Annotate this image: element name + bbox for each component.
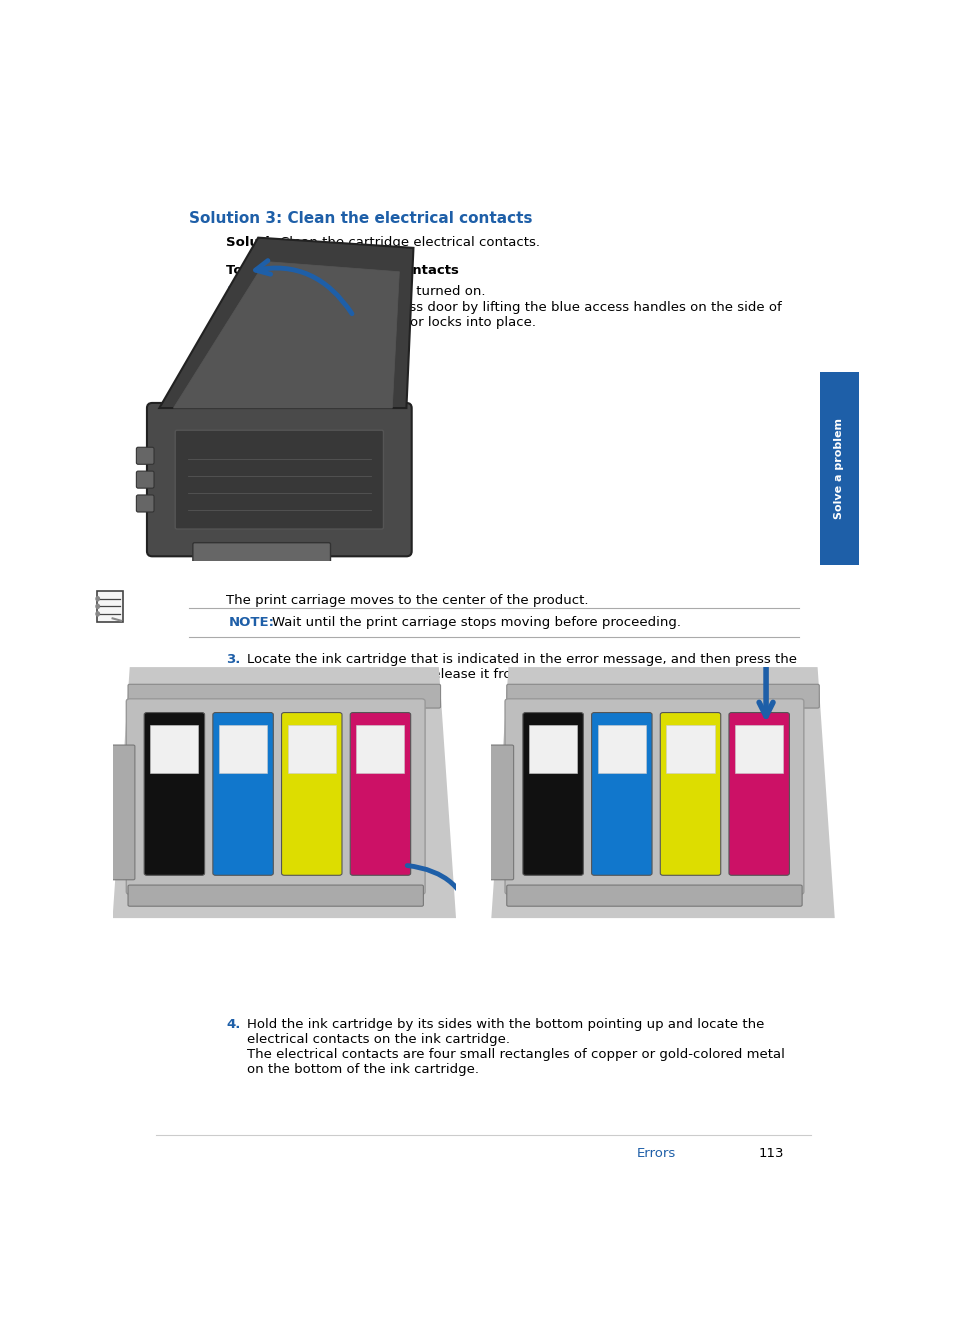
FancyBboxPatch shape xyxy=(193,543,330,569)
FancyBboxPatch shape xyxy=(97,590,122,622)
Text: 2.: 2. xyxy=(226,301,240,314)
Text: Errors: Errors xyxy=(637,1147,676,1160)
FancyBboxPatch shape xyxy=(504,699,803,894)
Text: NOTE:: NOTE: xyxy=(229,616,274,629)
Text: 1.: 1. xyxy=(226,284,240,297)
FancyBboxPatch shape xyxy=(659,712,720,876)
FancyBboxPatch shape xyxy=(219,725,267,773)
Circle shape xyxy=(96,597,99,601)
Text: 4.: 4. xyxy=(226,1018,240,1030)
Text: Wait until the print carriage stops moving before proceeding.: Wait until the print carriage stops movi… xyxy=(272,616,679,629)
FancyBboxPatch shape xyxy=(350,712,410,876)
FancyBboxPatch shape xyxy=(128,684,440,708)
Text: 113: 113 xyxy=(758,1147,783,1160)
Text: Clean the cartridge electrical contacts.: Clean the cartridge electrical contacts. xyxy=(280,236,539,248)
FancyBboxPatch shape xyxy=(506,885,801,906)
Text: Solve a problem: Solve a problem xyxy=(834,419,843,519)
Text: The print carriage moves to the center of the product.: The print carriage moves to the center o… xyxy=(226,594,588,606)
FancyBboxPatch shape xyxy=(147,403,412,556)
FancyBboxPatch shape xyxy=(144,712,204,876)
Text: Open the cartridge access door by lifting the blue access handles on the side of: Open the cartridge access door by liftin… xyxy=(247,301,781,329)
Polygon shape xyxy=(491,667,834,918)
FancyBboxPatch shape xyxy=(111,745,134,880)
FancyBboxPatch shape xyxy=(506,684,819,708)
FancyBboxPatch shape xyxy=(356,725,404,773)
FancyBboxPatch shape xyxy=(735,725,782,773)
FancyBboxPatch shape xyxy=(281,712,341,876)
Circle shape xyxy=(96,604,99,609)
Text: Solution:: Solution: xyxy=(226,236,294,248)
Polygon shape xyxy=(112,667,456,918)
FancyBboxPatch shape xyxy=(151,725,198,773)
Text: Solution 3: Clean the electrical contacts: Solution 3: Clean the electrical contact… xyxy=(190,211,533,226)
Text: 3.: 3. xyxy=(226,653,240,666)
Polygon shape xyxy=(159,238,413,408)
FancyBboxPatch shape xyxy=(591,712,651,876)
Circle shape xyxy=(96,612,99,616)
FancyArrowPatch shape xyxy=(407,865,476,923)
Polygon shape xyxy=(173,262,399,408)
FancyBboxPatch shape xyxy=(213,712,273,876)
FancyBboxPatch shape xyxy=(288,725,335,773)
FancyBboxPatch shape xyxy=(489,745,513,880)
FancyBboxPatch shape xyxy=(136,495,153,513)
FancyBboxPatch shape xyxy=(175,431,383,528)
FancyBboxPatch shape xyxy=(529,725,577,773)
FancyBboxPatch shape xyxy=(136,448,153,464)
FancyArrowPatch shape xyxy=(759,657,772,716)
Text: Locate the ink cartridge that is indicated in the error message, and then press : Locate the ink cartridge that is indicat… xyxy=(247,653,797,680)
FancyBboxPatch shape xyxy=(728,712,788,876)
Text: Hold the ink cartridge by its sides with the bottom pointing up and locate the
e: Hold the ink cartridge by its sides with… xyxy=(247,1018,784,1077)
Text: To clean the electrical contacts: To clean the electrical contacts xyxy=(226,264,458,277)
FancyArrowPatch shape xyxy=(255,260,352,313)
FancyBboxPatch shape xyxy=(522,712,582,876)
Text: Make sure the product is turned on.: Make sure the product is turned on. xyxy=(247,284,485,297)
FancyBboxPatch shape xyxy=(666,725,714,773)
FancyBboxPatch shape xyxy=(820,373,858,565)
FancyBboxPatch shape xyxy=(128,885,423,906)
FancyBboxPatch shape xyxy=(136,472,153,489)
FancyBboxPatch shape xyxy=(598,725,645,773)
FancyBboxPatch shape xyxy=(126,699,425,894)
